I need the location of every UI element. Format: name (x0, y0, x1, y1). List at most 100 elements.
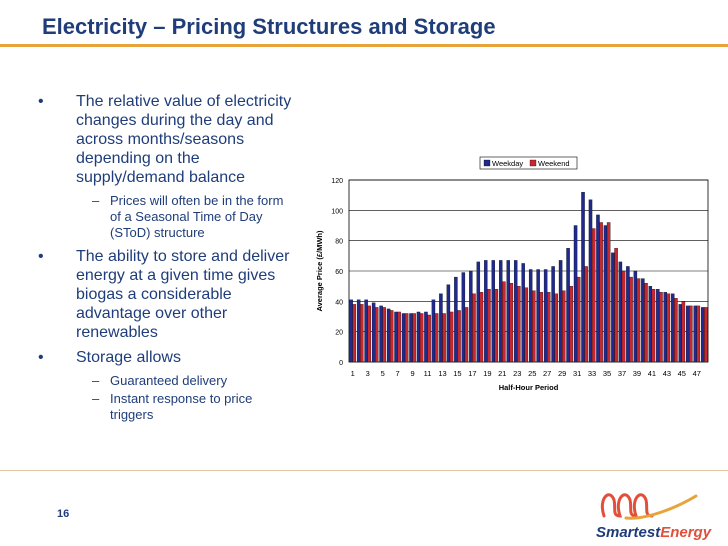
bar-weekday (543, 269, 548, 363)
x-tick-label: 11 (424, 369, 432, 378)
bar-weekday (371, 302, 376, 363)
sub-bullet-text: Guaranteed delivery (110, 373, 228, 388)
x-tick-label: 29 (558, 369, 566, 378)
bar-weekday (499, 260, 503, 363)
x-tick-label: 23 (513, 369, 521, 378)
bar-weekend (547, 292, 551, 363)
bar-weekday (626, 266, 630, 363)
legend-label-weekday: Weekday (492, 159, 523, 168)
bar-weekend (562, 290, 566, 363)
y-tick-label: 60 (335, 269, 343, 276)
sub-bullet-text: Prices will often be in the form of a Se… (110, 193, 284, 240)
bar-weekday (416, 311, 421, 363)
bar-weekend (367, 305, 371, 363)
bar-weekend (509, 282, 514, 363)
bar-weekday (446, 284, 451, 363)
y-tick-label: 20 (335, 330, 343, 337)
x-tick-label: 33 (588, 369, 596, 378)
legend-swatch-weekday (483, 159, 491, 167)
bar-weekend (696, 305, 701, 363)
bar-weekend (644, 282, 648, 363)
title-divider (0, 44, 728, 47)
bar-weekend (659, 292, 663, 363)
bar-weekend (494, 289, 499, 363)
bar-weekend (666, 293, 671, 363)
bar-weekend (479, 292, 484, 363)
bar-weekday (439, 293, 443, 363)
sub-bullet-text: Instant response to price triggers (110, 391, 253, 422)
bullet-list: • The relative value of electricity chang… (36, 92, 296, 429)
logo-wordmark: SmartestEnergy (596, 524, 711, 541)
x-tick-label: 13 (438, 369, 446, 378)
sub-bullet-item: – Instant response to price triggers (92, 391, 253, 422)
bar-weekend (419, 313, 424, 363)
bar-weekday (603, 225, 608, 363)
bar-weekday (588, 199, 593, 363)
bar-weekend (554, 293, 558, 363)
x-axis-label: Half-Hour Period (499, 383, 559, 392)
bar-weekday (528, 269, 533, 363)
x-tick-label: 21 (498, 369, 506, 378)
bar-weekend (532, 290, 536, 363)
logo-text-part1: Smartest (596, 524, 661, 541)
bar-weekend (442, 313, 446, 363)
x-tick-label: 31 (573, 369, 581, 378)
bar-weekend (629, 276, 633, 363)
bar-weekday (686, 305, 690, 363)
bar-weekday (641, 278, 645, 363)
bar-weekday (386, 308, 391, 363)
bullet-text: The ability to store and deliver energy … (76, 248, 290, 341)
sub-bullet-item: – Prices will often be in the form of a S… (92, 193, 284, 240)
bar-weekday (648, 286, 653, 363)
bar-weekend (375, 307, 379, 363)
bar-weekday (663, 292, 668, 363)
x-tick-label: 37 (618, 369, 626, 378)
bar-weekday (521, 263, 525, 363)
sub-bullet-item: – Guaranteed delivery (92, 373, 228, 388)
bar-weekend (651, 289, 656, 363)
bar-weekday (484, 260, 488, 363)
bar-weekday (573, 225, 578, 363)
bar-weekday (491, 260, 495, 363)
y-axis-label: Average Price (£/MWh) (315, 230, 324, 311)
x-tick-label: 47 (693, 369, 701, 378)
bar-weekday (551, 266, 555, 363)
slide-number: 16 (57, 508, 70, 520)
bar-weekend (591, 228, 596, 363)
logo-text-part2: Energy (660, 524, 712, 541)
y-tick-label: 40 (335, 299, 343, 306)
bar-weekend (434, 313, 439, 363)
bar-weekday (633, 270, 638, 363)
bar-weekend (621, 270, 626, 363)
y-tick-label: 120 (331, 178, 343, 185)
x-tick-label: 35 (603, 369, 611, 378)
x-tick-label: 41 (648, 369, 656, 378)
x-tick-label: 17 (468, 369, 476, 378)
bar-weekday (379, 305, 383, 363)
x-tick-label: 3 (366, 369, 370, 378)
bar-weekend (449, 311, 454, 363)
bar-weekend (599, 222, 603, 363)
smartest-energy-logo-icon (600, 493, 698, 520)
bar-weekend (689, 305, 693, 363)
legend-box (479, 156, 578, 170)
y-tick-label: 0 (339, 360, 343, 367)
bar-weekday (469, 270, 473, 363)
bar-weekday (461, 272, 466, 363)
bar-weekday (401, 313, 406, 363)
bar-weekday (581, 191, 585, 363)
bar-weekend (397, 311, 401, 363)
bar-weekend (487, 289, 491, 363)
slide-title: Electricity – Pricing Structures and Sto… (42, 14, 496, 39)
bar-weekday (618, 261, 623, 363)
legend-swatch-weekend (529, 159, 537, 167)
bar-weekday (678, 304, 682, 363)
bar-weekday (364, 299, 368, 363)
bar-weekday (566, 248, 570, 363)
bar-weekend (524, 287, 529, 363)
bar-weekend (517, 286, 521, 363)
bullet-text: Storage allows (76, 349, 181, 366)
bar-weekend (382, 307, 386, 363)
bar-weekend (360, 304, 364, 363)
bar-weekend (539, 292, 544, 363)
